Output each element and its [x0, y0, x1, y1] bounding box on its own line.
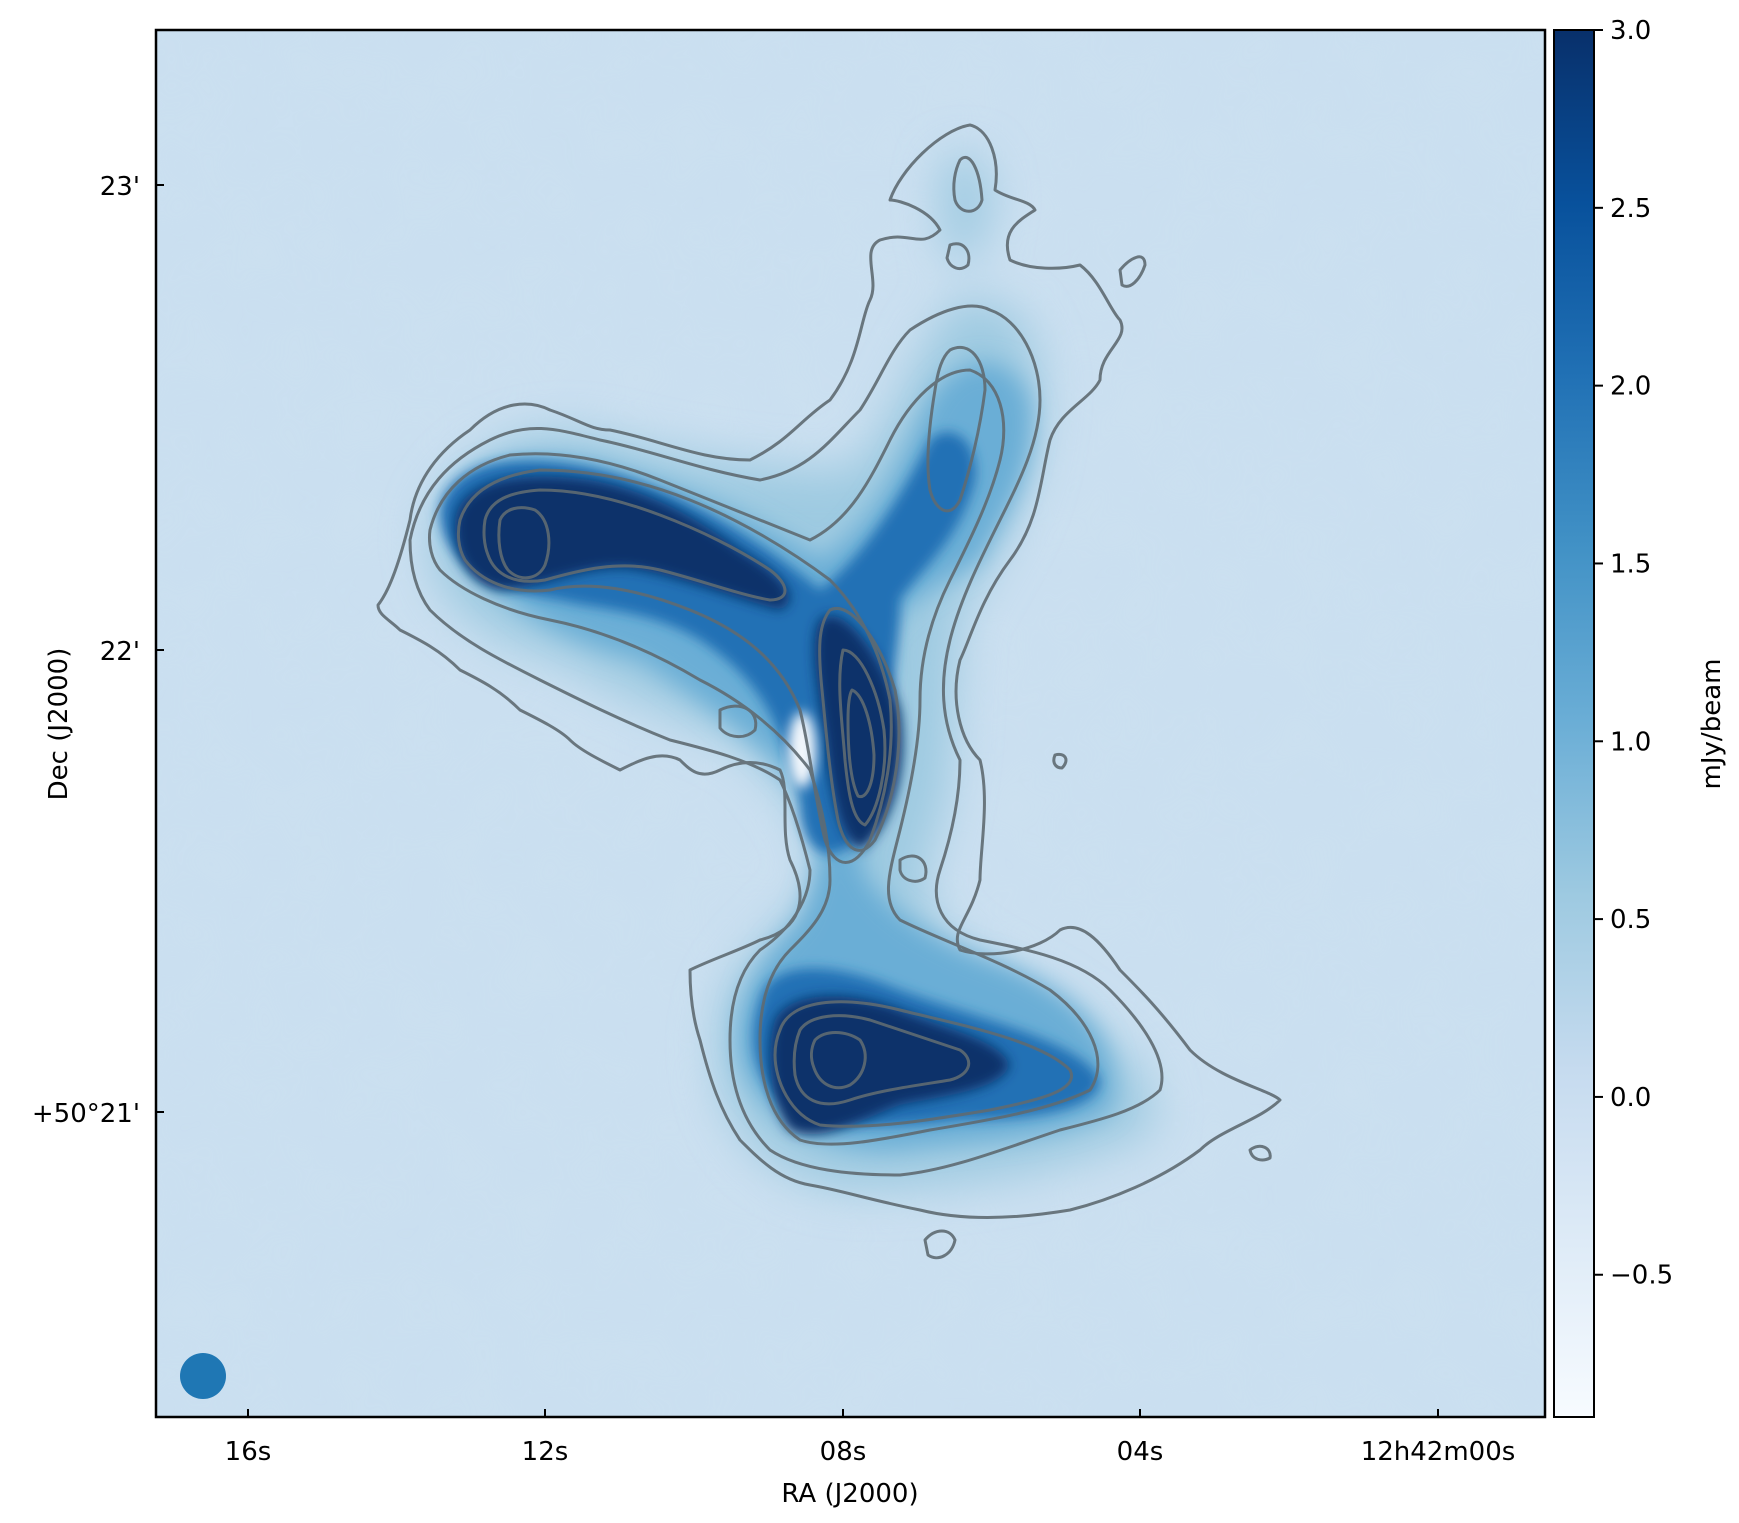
contour-south-2: [792, 1014, 971, 1106]
contour-south-3: [810, 1031, 867, 1090]
colorbar-tick-label: 2.5: [1610, 194, 1651, 224]
contour-south-1: [773, 1000, 1073, 1128]
beam-ellipse: [180, 1353, 226, 1399]
contour-west-hole: [718, 704, 758, 738]
colorbar-tick-label: 0.5: [1610, 905, 1651, 935]
colorbar-tick-label: 3.0: [1610, 16, 1651, 46]
contour-north-tip: [952, 156, 984, 213]
south-lobe-peak: [770, 996, 1010, 1135]
contour-north-wing: [926, 346, 987, 513]
colorbar-tick-label: −0.5: [1610, 1261, 1673, 1291]
contour-east-blob: [1118, 255, 1147, 288]
contour-core-2: [838, 648, 887, 827]
colorbar-gradient: [1553, 29, 1595, 1418]
contour-south-spot: [923, 1229, 957, 1260]
x-tick-label: 12h42m00s: [1361, 1437, 1516, 1467]
contour-core-3: [846, 688, 876, 799]
x-axis: 16s 12s 08s 04s 12h42m00s RA (J2000): [225, 1409, 1516, 1509]
contour-level-5: [482, 488, 787, 602]
colorbar-ticks: 3.0 2.5 2.0 1.5 1.0 0.5 0.0 −0.5: [1594, 16, 1673, 1291]
x-tick-label: 16s: [225, 1437, 272, 1467]
y-tick-label: 22': [100, 637, 140, 667]
colorbar-tick-label: 1.0: [1610, 727, 1651, 757]
contour-level-2: [408, 304, 1164, 1177]
y-tick-label: 23': [100, 172, 140, 202]
contour-north-blob: [945, 242, 971, 270]
emission-peaks: [454, 476, 1010, 1135]
contour-level-1: [376, 123, 1282, 1219]
colorbar-label: mJy/beam: [1697, 659, 1727, 790]
x-tick-label: 08s: [820, 1437, 867, 1467]
x-tick-label: 04s: [1117, 1437, 1164, 1467]
colorbar-tick-label: 2.0: [1610, 372, 1651, 402]
contour-east-spot: [1052, 752, 1068, 770]
contours: [376, 123, 1282, 1260]
y-axis-label: Dec (J2000): [44, 648, 74, 801]
plot-frame: [154, 28, 1547, 1419]
contour-core-1: [818, 607, 901, 852]
colorbar-tick-label: 1.5: [1610, 549, 1651, 579]
y-axis: 23' 22' +50°21' Dec (J2000): [32, 172, 164, 1129]
y-tick-label: +50°21': [32, 1099, 140, 1129]
x-axis-label: RA (J2000): [781, 1479, 918, 1509]
contour-level-6: [497, 506, 551, 580]
x-tick-label: 12s: [522, 1437, 569, 1467]
contour-mid-hole: [898, 854, 928, 883]
plot-area: [156, 30, 1545, 1417]
contour-level-3: [428, 368, 1100, 1146]
colorbar: 3.0 2.5 2.0 1.5 1.0 0.5 0.0 −0.5 mJy/beam: [1553, 16, 1727, 1418]
colorbar-tick-label: 0.0: [1610, 1083, 1651, 1113]
contour-level-4: [456, 468, 893, 864]
contour-se-spot: [1248, 1144, 1272, 1162]
north-west-lobe-peak: [454, 476, 790, 610]
